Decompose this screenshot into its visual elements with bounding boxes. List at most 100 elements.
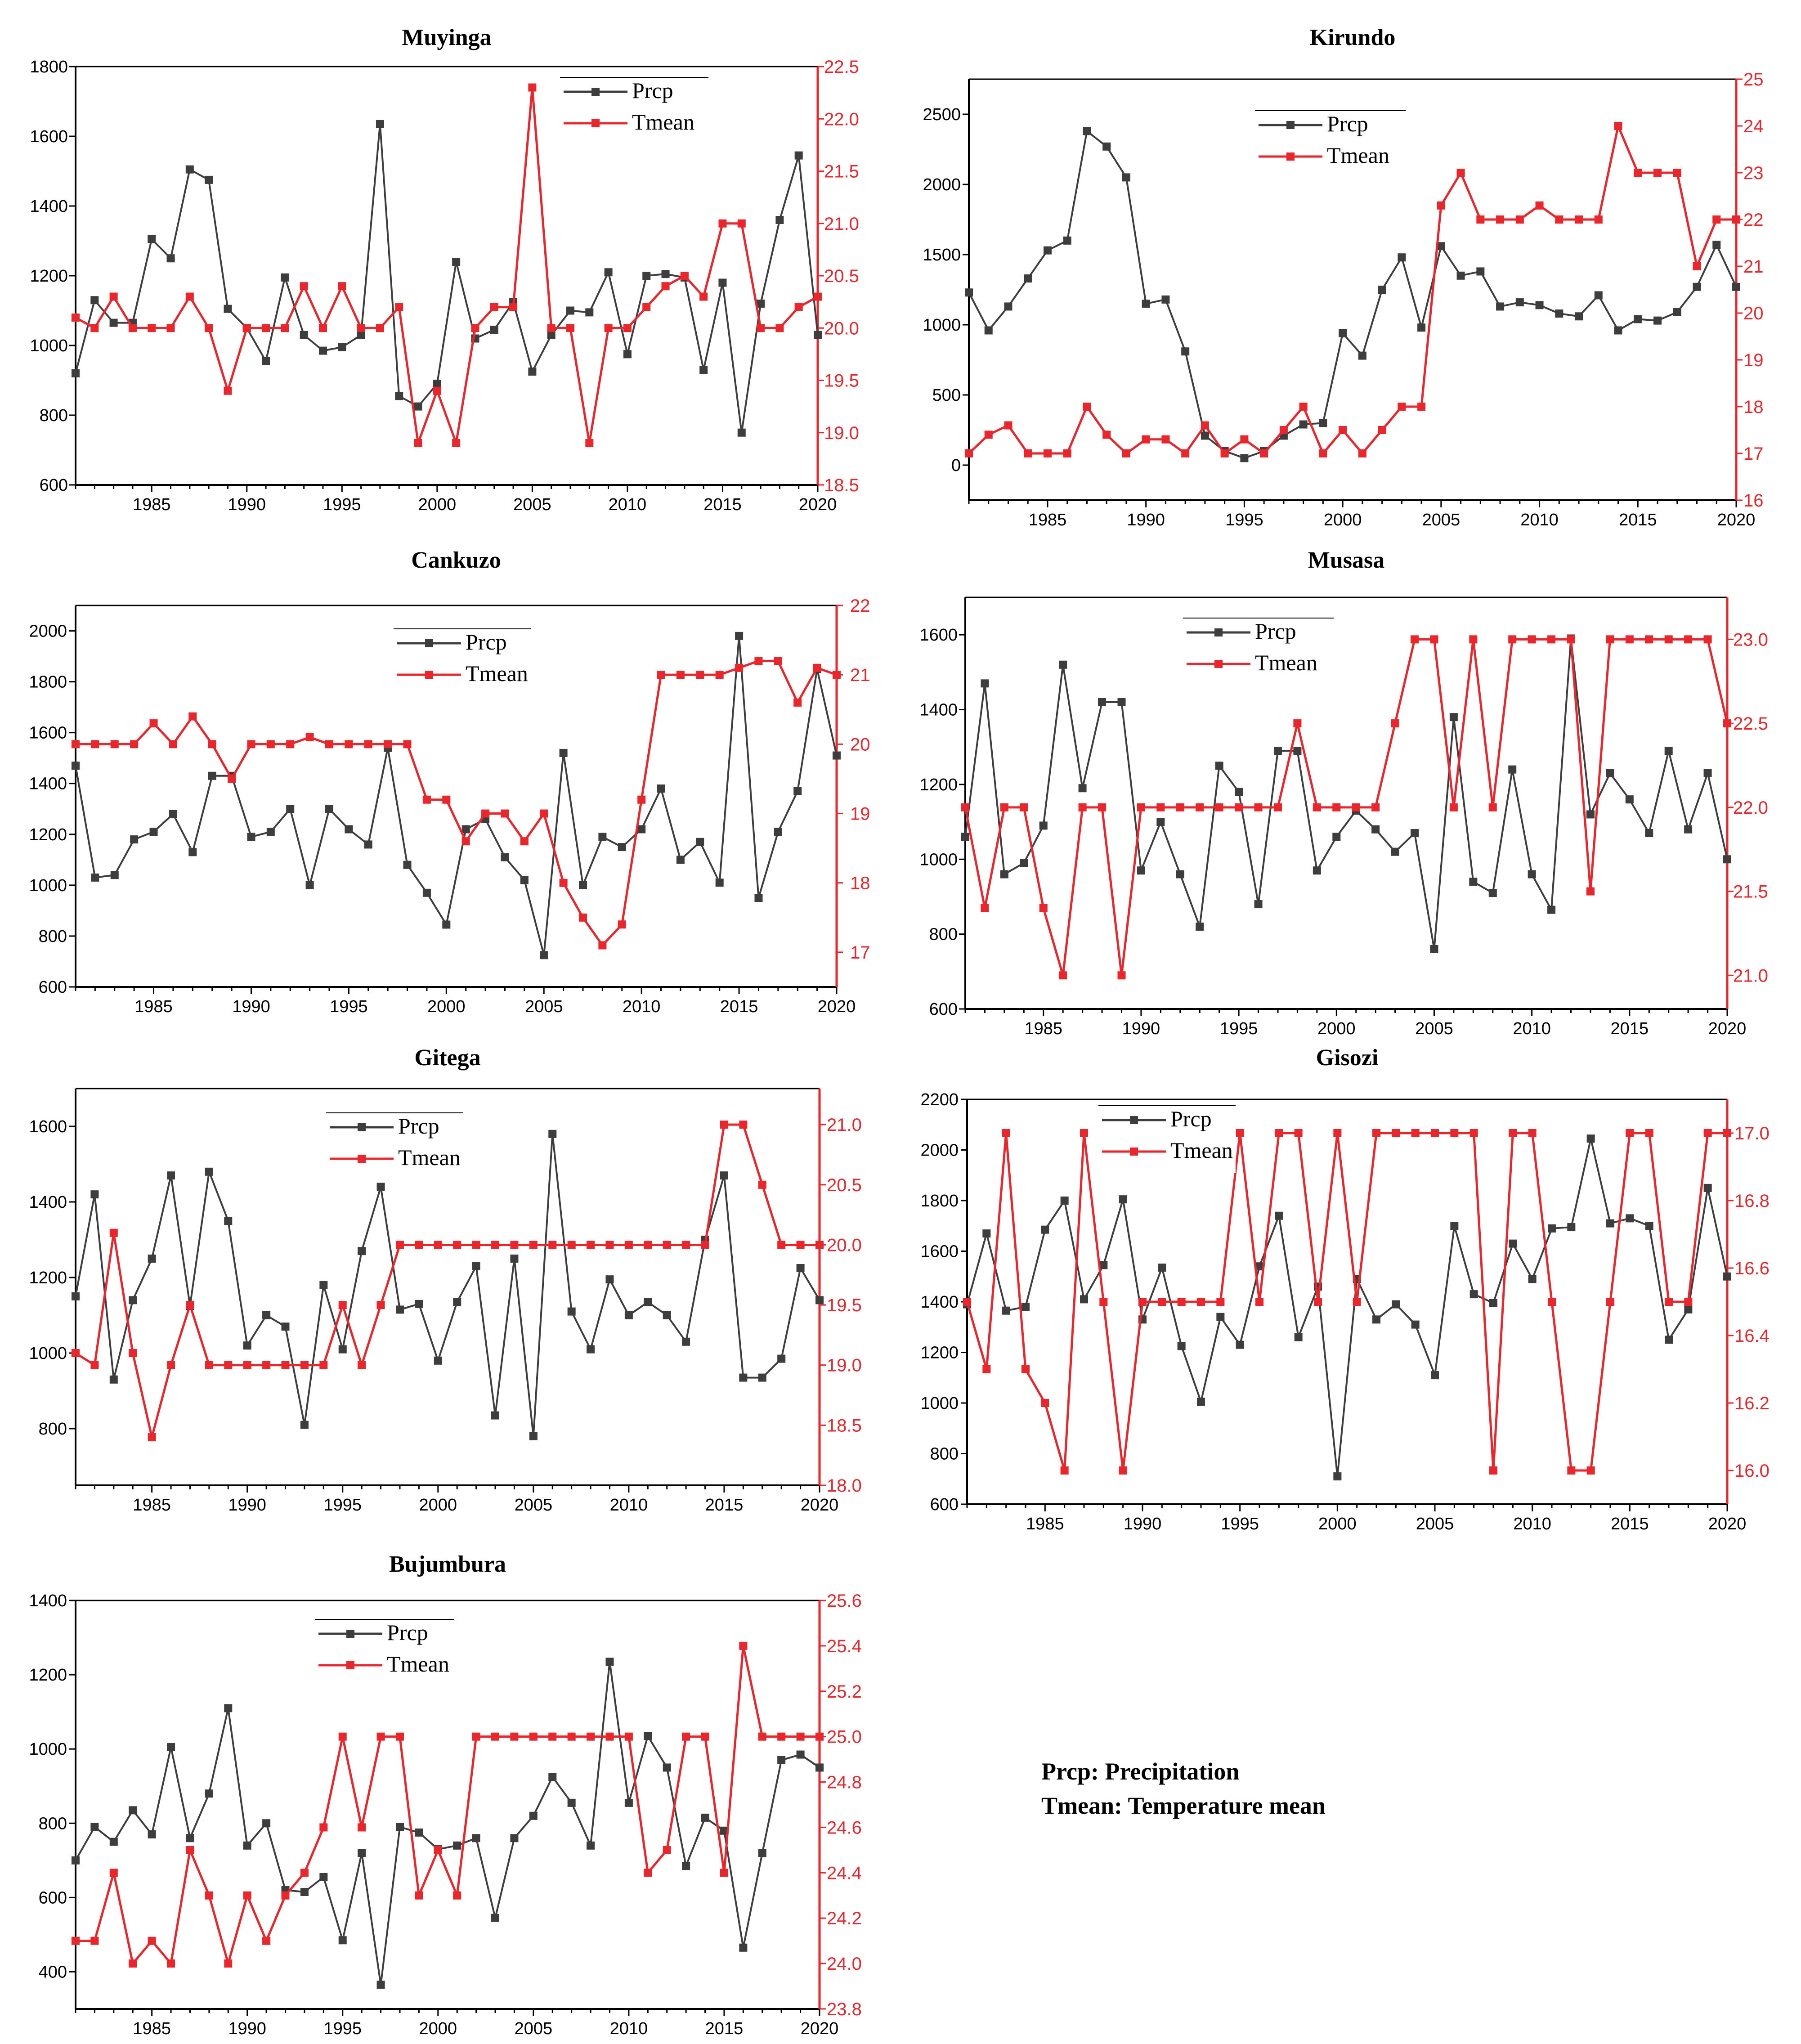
tmean-point xyxy=(566,324,574,332)
tmean-point xyxy=(376,1732,385,1741)
y2-tick-label: 25.4 xyxy=(827,1636,862,1656)
prcp-point xyxy=(777,1354,786,1363)
tmean-point xyxy=(1528,635,1536,644)
tmean-point xyxy=(796,1732,805,1741)
x-tick-label: 2000 xyxy=(418,495,457,514)
tmean-point xyxy=(1102,430,1111,439)
y-tick-label: 1000 xyxy=(919,850,958,869)
x-tick-label: 1995 xyxy=(1225,511,1263,529)
chart-svg: Cankuzo 1985 1990 1995 2000 2005 2010 2015 2020 6… xyxy=(29,547,870,1016)
tmean-point xyxy=(1626,1129,1634,1137)
tmean-point xyxy=(1220,449,1229,457)
tmean-legend-marker xyxy=(1130,1148,1138,1156)
x-tick-label: 2005 xyxy=(513,495,551,514)
tmean-point xyxy=(1260,449,1268,457)
prcp-point xyxy=(739,1943,748,1952)
prcp-point xyxy=(1703,1183,1712,1192)
tmean-point xyxy=(130,740,139,749)
x-tick-label: 2000 xyxy=(1324,511,1362,529)
prcp-point xyxy=(1509,1239,1517,1248)
prcp-point xyxy=(1156,818,1165,826)
prcp-point xyxy=(452,258,461,266)
x-tick-label: 2015 xyxy=(1611,1019,1649,1038)
y-tick-label: 1000 xyxy=(29,876,67,895)
tmean-point xyxy=(605,1241,614,1249)
y-tick-label: 1400 xyxy=(29,1591,67,1610)
x-tick-label: 1995 xyxy=(323,1496,362,1515)
y2-tick-label: 20.0 xyxy=(827,1235,862,1255)
prcp-point xyxy=(737,428,746,437)
tmean-point xyxy=(1673,169,1681,177)
legend-box xyxy=(1255,111,1406,179)
x-tick-label: 2000 xyxy=(419,2019,457,2038)
prcp-point xyxy=(72,1292,80,1300)
tmean-point xyxy=(1371,803,1380,811)
tmean-point xyxy=(1138,1298,1147,1306)
prcp-legend-marker xyxy=(346,1630,354,1638)
prcp-point xyxy=(1083,127,1091,135)
abbreviation-note: Prcp: Precipitation Tmean: Temperature m… xyxy=(1041,1754,1326,1823)
prcp-point xyxy=(433,380,441,388)
tmean-point xyxy=(657,671,665,679)
tmean-point xyxy=(1535,201,1544,210)
prcp-point xyxy=(262,1819,271,1828)
tmean-point xyxy=(509,303,518,311)
x-tick-label: 2010 xyxy=(623,997,661,1016)
prcp-point xyxy=(1508,765,1517,774)
tmean-point xyxy=(1378,426,1386,434)
prcp-point xyxy=(1099,1261,1108,1269)
tmean-point xyxy=(1575,215,1583,224)
prcp-point xyxy=(548,1130,557,1138)
tmean-point xyxy=(701,1241,709,1249)
prcp-point xyxy=(520,876,529,884)
tmean-legend-label: Tmean xyxy=(466,661,528,686)
legend: Prcp Tmean xyxy=(394,628,531,696)
tmean-point xyxy=(1606,1298,1614,1306)
y2-tick-label: 22.0 xyxy=(1733,798,1768,818)
tmean-point xyxy=(735,663,744,672)
tmean-point xyxy=(510,1732,519,1741)
tmean-point xyxy=(715,671,724,679)
prcp-point xyxy=(815,1763,824,1772)
prcp-point xyxy=(1102,142,1111,151)
tmean-point xyxy=(90,1936,99,1945)
prcp-point xyxy=(720,1171,728,1180)
tmean-point xyxy=(1041,1399,1049,1407)
x-tick-label: 1990 xyxy=(228,495,266,514)
tmean-point xyxy=(718,219,727,228)
tmean-point xyxy=(1339,426,1347,434)
legend: Prcp Tmean xyxy=(315,1619,454,1687)
prcp-point xyxy=(1273,747,1282,755)
tmean-point xyxy=(1039,904,1048,912)
tmean-point xyxy=(1119,1466,1127,1475)
tmean-point xyxy=(1060,1466,1069,1475)
prcp-point xyxy=(1002,1306,1010,1315)
y-tick-label: 1000 xyxy=(923,316,961,335)
tmean-point xyxy=(1020,803,1028,811)
y2-tick-label: 25 xyxy=(1743,70,1764,90)
y2-tick-label: 22.0 xyxy=(824,109,859,129)
prcp-point xyxy=(642,272,651,280)
x-tick-label: 2015 xyxy=(1611,1515,1649,1533)
tmean-point xyxy=(242,324,251,332)
prcp-point xyxy=(1098,698,1107,706)
y-tick-label: 800 xyxy=(930,1445,959,1464)
prcp-line xyxy=(75,123,819,434)
prcp-legend-label: Prcp xyxy=(632,78,673,103)
tmean-point xyxy=(1586,1466,1595,1475)
prcp-point xyxy=(1732,282,1740,291)
chart-title: Gitega xyxy=(414,1045,480,1071)
prcp-point xyxy=(1626,1214,1634,1223)
y-tick-label: 500 xyxy=(932,386,961,405)
y2-tick-label: 16.6 xyxy=(1734,1259,1770,1278)
prcp-point xyxy=(1450,1222,1459,1230)
tmean-point xyxy=(205,1361,213,1369)
tmean-point xyxy=(1634,169,1642,177)
prcp-point xyxy=(1411,1320,1420,1329)
tmean-point xyxy=(491,1732,500,1741)
prcp-point xyxy=(72,1856,80,1865)
tmean-point xyxy=(501,809,509,818)
tmean-legend-marker xyxy=(591,119,600,127)
prcp-legend-marker xyxy=(1214,628,1223,637)
prcp-point xyxy=(605,1658,614,1666)
